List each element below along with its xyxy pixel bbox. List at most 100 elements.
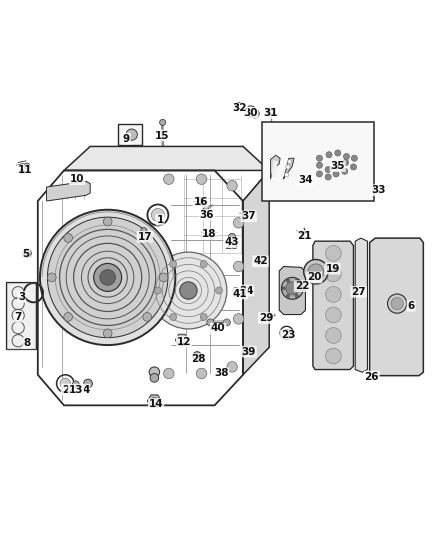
Circle shape [193,352,201,360]
Circle shape [325,174,331,180]
Circle shape [151,208,164,222]
Polygon shape [271,155,280,179]
Circle shape [233,261,244,272]
Text: 11: 11 [18,165,32,175]
Text: 18: 18 [202,229,217,239]
Circle shape [154,287,161,294]
Text: 32: 32 [233,103,247,114]
Text: 26: 26 [364,372,379,382]
Text: 33: 33 [371,185,385,195]
Circle shape [267,108,274,115]
Text: 35: 35 [331,161,345,171]
Circle shape [233,313,244,324]
Circle shape [24,163,30,169]
Text: 21: 21 [297,231,311,241]
Circle shape [170,261,177,268]
Circle shape [100,270,116,285]
Circle shape [335,163,341,169]
Circle shape [149,367,159,377]
Text: 38: 38 [214,368,229,378]
Circle shape [295,294,298,297]
Text: 2: 2 [62,385,69,394]
Text: 30: 30 [243,108,258,118]
Text: 24: 24 [239,286,253,295]
Circle shape [325,246,341,261]
Circle shape [325,307,341,323]
Text: 43: 43 [225,238,240,247]
Circle shape [308,264,324,280]
Text: 23: 23 [281,330,295,341]
Circle shape [150,374,159,382]
Circle shape [325,287,341,302]
Circle shape [325,166,331,173]
Bar [262,122,374,201]
Circle shape [141,228,147,234]
Text: 10: 10 [70,174,85,184]
Circle shape [283,329,290,336]
Circle shape [159,119,166,125]
Circle shape [60,378,71,389]
Text: 37: 37 [241,211,256,221]
Circle shape [233,287,239,294]
Circle shape [304,260,328,284]
Circle shape [203,206,208,212]
Text: 13: 13 [68,385,83,394]
Circle shape [150,252,227,329]
Text: 15: 15 [155,131,170,141]
Circle shape [295,279,298,282]
Text: 16: 16 [194,197,208,207]
Circle shape [316,171,322,177]
Circle shape [19,169,24,174]
Circle shape [229,233,236,240]
Polygon shape [313,241,353,369]
Polygon shape [64,147,269,171]
Circle shape [282,277,303,299]
Text: 12: 12 [177,337,191,346]
Polygon shape [370,238,424,376]
Circle shape [326,152,332,158]
Circle shape [228,238,234,244]
Circle shape [47,273,56,282]
Circle shape [343,154,350,159]
Text: 3: 3 [18,292,25,302]
Circle shape [40,210,175,345]
Text: 42: 42 [253,256,268,266]
Circle shape [143,233,152,243]
Circle shape [200,313,207,320]
Circle shape [282,287,286,290]
Circle shape [350,164,357,170]
Text: 9: 9 [123,134,130,143]
Text: 31: 31 [263,108,278,118]
Text: 4: 4 [82,385,89,394]
Circle shape [200,261,207,268]
Text: 27: 27 [351,287,366,297]
Polygon shape [175,334,188,345]
Polygon shape [355,238,367,372]
Polygon shape [284,158,294,179]
Circle shape [64,312,73,321]
Text: 29: 29 [259,313,273,323]
Text: 34: 34 [298,175,313,185]
Circle shape [241,286,247,292]
Circle shape [126,129,138,140]
Text: 17: 17 [138,232,152,242]
Circle shape [72,381,79,388]
Circle shape [103,217,112,226]
Circle shape [195,354,199,358]
Circle shape [286,279,290,282]
Bar [118,124,142,145]
Circle shape [325,348,341,364]
Circle shape [286,165,290,169]
Text: 41: 41 [233,288,247,298]
Circle shape [286,282,299,295]
Text: 7: 7 [14,312,22,322]
Circle shape [286,294,290,297]
Circle shape [333,171,339,177]
Polygon shape [272,161,277,176]
Circle shape [159,273,168,282]
Polygon shape [148,395,161,407]
Text: 36: 36 [200,210,214,220]
Circle shape [391,297,403,310]
Circle shape [325,266,341,282]
Bar [6,282,35,350]
